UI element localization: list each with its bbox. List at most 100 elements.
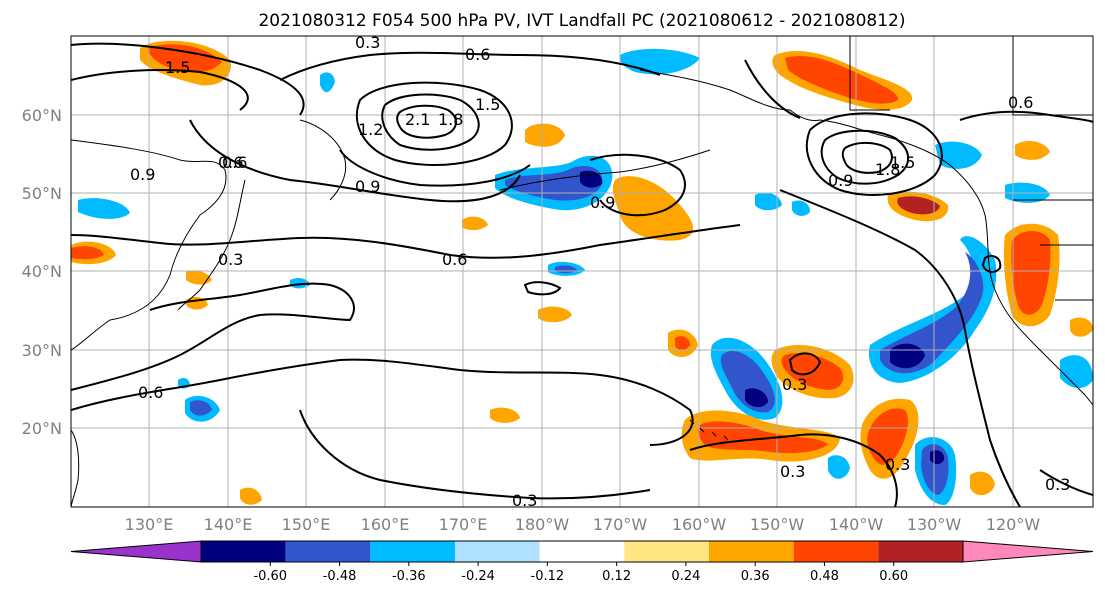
contour-19 (788, 352, 822, 376)
colorbar-tick-label: -0.36 (392, 569, 426, 584)
contour-17 (744, 59, 1093, 123)
contour-label: 0.9 (130, 165, 155, 184)
shade-negative-central-mid (505, 165, 603, 201)
shade-negative-hawaii-north-core (745, 388, 768, 408)
shade-positive-west-coast-core (1011, 231, 1051, 315)
contour-23 (981, 255, 1002, 273)
colorbar-tick-label: -0.12 (531, 569, 565, 584)
contour-label: 0.6 (465, 45, 490, 64)
colorbar-tick-label: 0.48 (810, 569, 839, 584)
colorbar-tick-label: -0.24 (461, 569, 495, 584)
lon-label: 170°E (439, 515, 488, 534)
lon-label: 130°W (907, 515, 962, 534)
contour-8 (279, 51, 661, 81)
contour-label: 1.5 (890, 153, 915, 172)
contour-2 (71, 69, 249, 111)
contour-label: 0.3 (1045, 475, 1070, 494)
coast-aleutians (499, 149, 711, 191)
map-frame (70, 35, 1094, 508)
contour-label: 1.8 (875, 160, 900, 179)
contour-label: 0.3 (355, 33, 380, 52)
colorbar-tick-label: -0.48 (323, 569, 357, 584)
contour-20 (689, 433, 898, 507)
lon-label: 160°W (672, 515, 727, 534)
shade-negative-small-4 (320, 72, 335, 93)
contour-21 (1039, 469, 1093, 496)
contour-4 (355, 81, 513, 166)
lon-label: 140°W (829, 515, 884, 534)
shade-positive-central-2 (612, 176, 694, 241)
colorbar-border (200, 540, 964, 563)
shade-negative-small-5 (755, 192, 782, 211)
lon-label: 170°W (593, 515, 648, 534)
coast-philippines (71, 429, 80, 507)
contour-18 (779, 189, 1021, 507)
shade-positive-small-7 (970, 471, 995, 496)
contour-label: 0.3 (218, 250, 243, 269)
figure-title: 2021080312 F054 500 hPa PV, IVT Landfall… (258, 11, 905, 31)
lon-label: 160°E (361, 515, 410, 534)
shade-negative-east-band-mid (880, 252, 984, 374)
shade-positive-alaska-core (785, 55, 899, 104)
shade-positive-hawaii-core (697, 421, 828, 454)
contour-label: 0.3 (885, 455, 910, 474)
shade-positive-small-2 (538, 306, 572, 323)
colorbar-segment (285, 541, 371, 562)
contour-3 (189, 119, 521, 203)
colorbar-tick-label: -0.60 (253, 569, 287, 584)
colorbar-tick-label: 0.36 (741, 569, 770, 584)
colorbar-segment (455, 541, 540, 562)
colorbar-segment (793, 541, 879, 562)
contour-11 (71, 282, 355, 391)
shade-negative-south-small (828, 455, 850, 479)
contour-5 (381, 93, 480, 151)
lat-label: 40°N (22, 262, 62, 281)
shade-positive-east-edge (1070, 317, 1093, 337)
contour-label: 0.6 (222, 153, 247, 172)
coastlines (71, 36, 1093, 507)
lon-label: 180°W (515, 515, 570, 534)
contour-10 (589, 153, 686, 217)
colorbar-tick-label: 0.24 (671, 569, 700, 584)
colorbar-segment (709, 541, 794, 562)
colorbar-tick-label: 0.12 (602, 569, 631, 584)
lon-label: 120°W (986, 515, 1041, 534)
contour-label: 1.5 (475, 95, 500, 114)
contour-1 (71, 42, 305, 116)
coast-kamchatka (299, 119, 347, 201)
contour-label: 0.3 (512, 491, 537, 510)
contour-label: 1.5 (165, 58, 190, 77)
shade-positive-central (525, 123, 565, 147)
lon-label: 130°E (125, 515, 174, 534)
shade-positive-japan (186, 270, 212, 285)
ivt-shading (71, 40, 1093, 505)
contour-label: 0.6 (1008, 93, 1033, 112)
shade-positive-northeast-small (1015, 140, 1050, 160)
shade-positive-east-south-core (867, 408, 909, 465)
lat-label: 50°N (22, 184, 62, 203)
shade-negative-south-core (190, 400, 212, 416)
lat-label: 30°N (22, 341, 62, 360)
contour-label: 1.8 (438, 110, 463, 129)
colorbar-segment (624, 541, 709, 562)
state-borders (849, 36, 1093, 301)
colorbar-tick-label: 0.60 (879, 569, 908, 584)
lat-label: 20°N (22, 419, 62, 438)
contour-label-group: 0.3 0.6 1.5 0.6 1.2 2.1 1.8 1.5 0.6 0.9 … (130, 33, 1070, 510)
shade-positive-nw-core (148, 44, 222, 73)
lon-label: 140°E (204, 515, 253, 534)
contour-label: 0.9 (355, 177, 380, 196)
contour-9 (71, 224, 741, 259)
shade-negative-small-6 (792, 200, 810, 216)
contour-label: 0.3 (780, 462, 805, 481)
colorbar-extend-high (962, 540, 1094, 563)
contour-12 (71, 358, 694, 446)
lon-label: 150°E (282, 515, 331, 534)
lon-axis: 130°E 140°E 150°E 160°E 170°E 180°W 170°… (125, 515, 1041, 534)
coast-asia (71, 139, 227, 351)
contour-label: 0.3 (782, 375, 807, 394)
contour-label: 0.6 (138, 383, 163, 402)
contour-7 (339, 149, 531, 187)
shade-positive-midpac-core (675, 336, 690, 350)
